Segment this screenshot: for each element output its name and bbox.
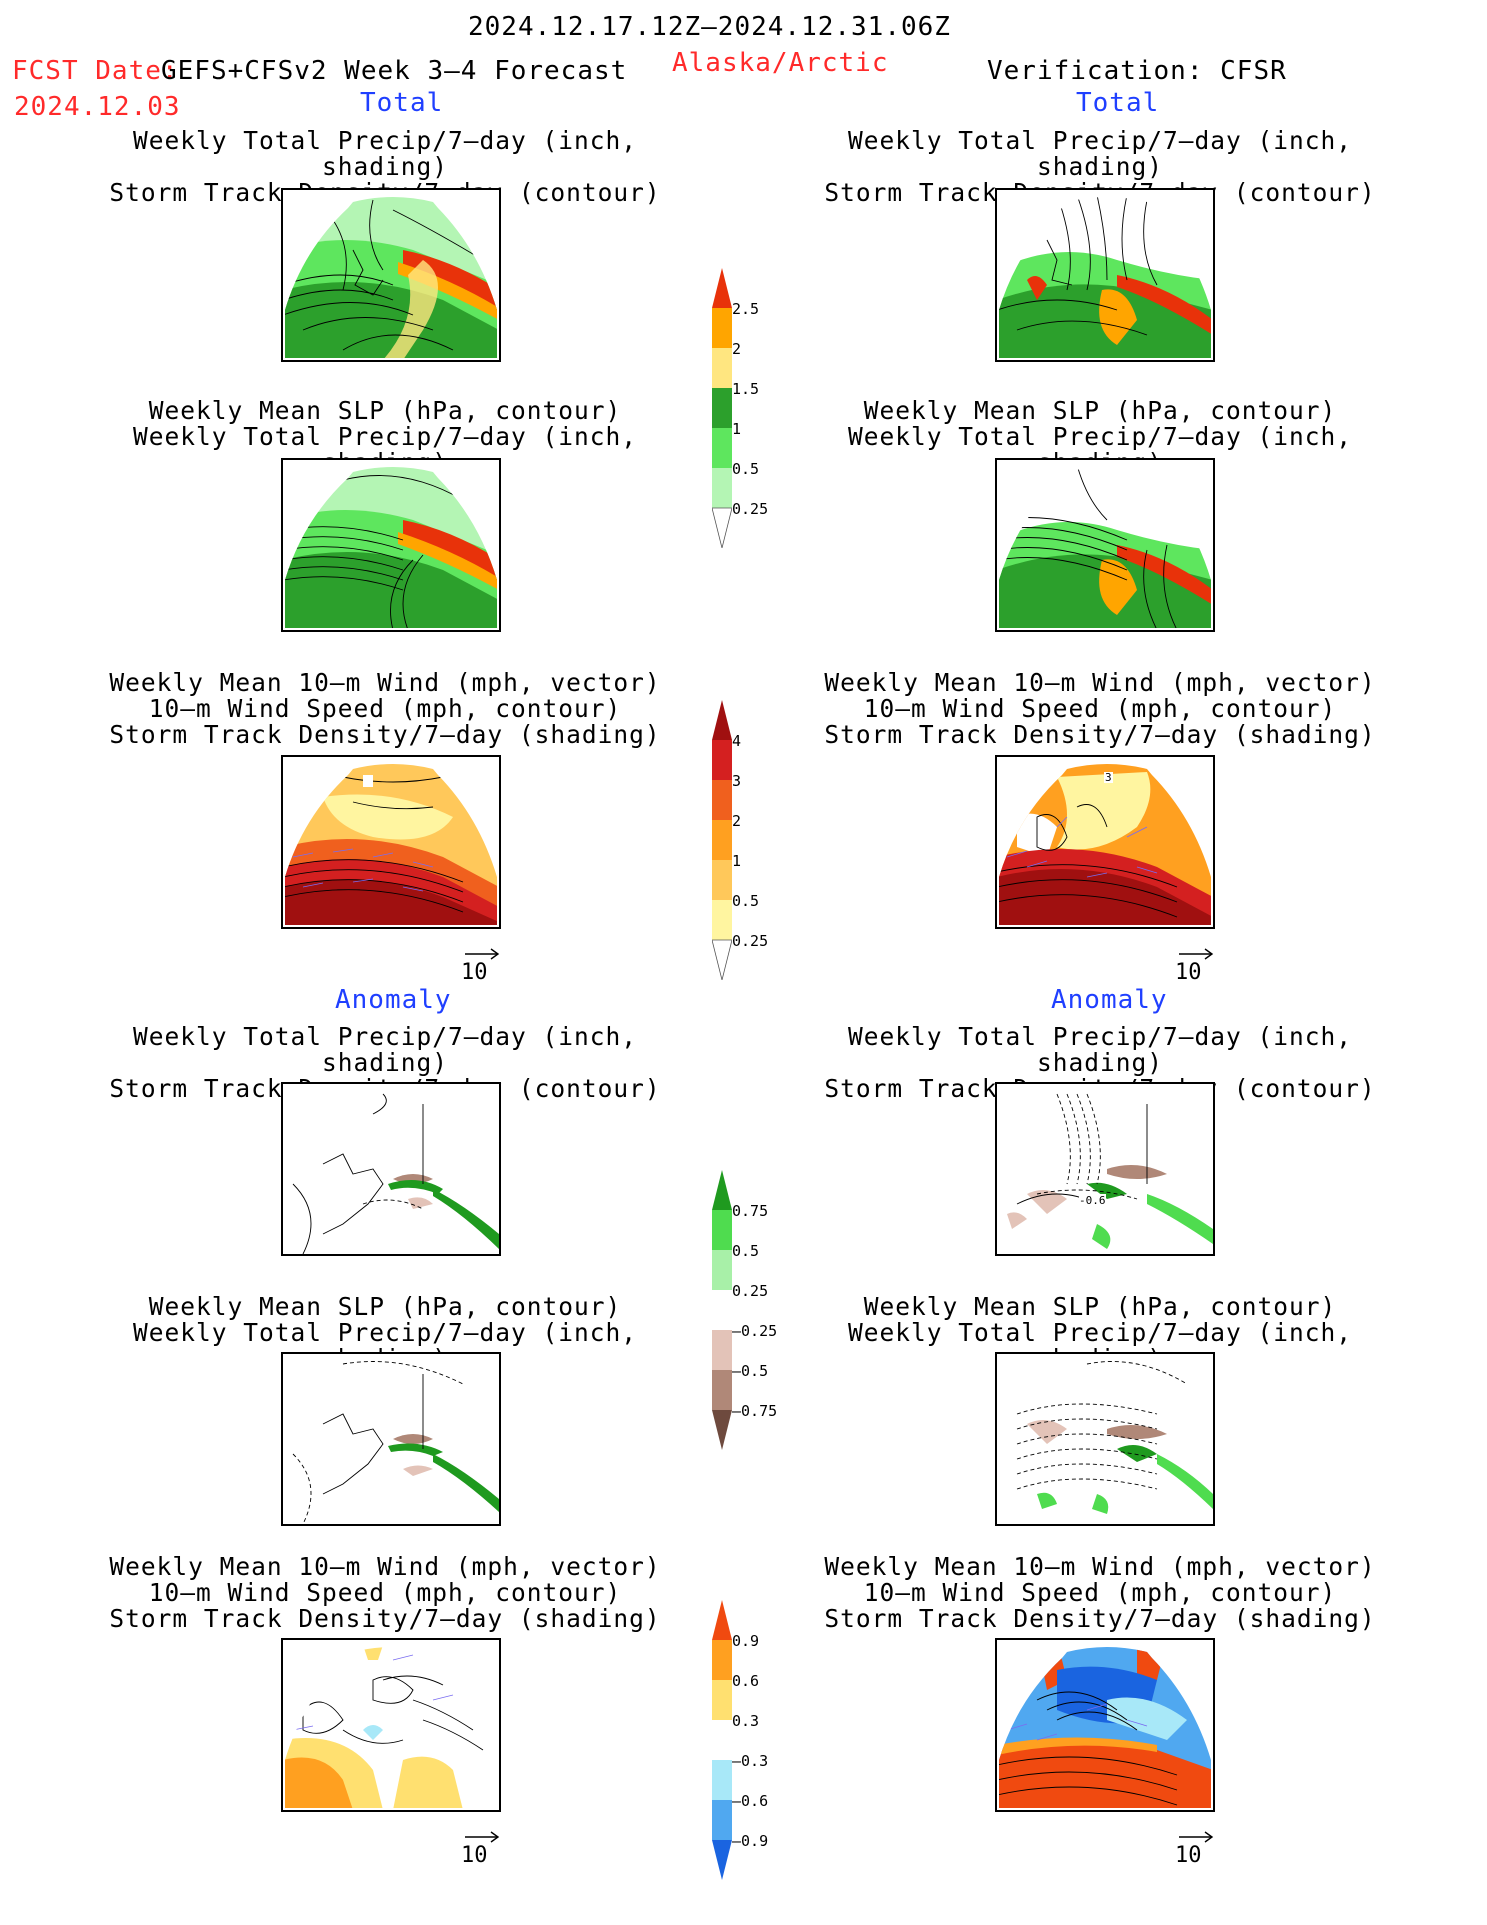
colorbar-precip-anomaly: 0.75 0.5 0.25 —0.25 —0.5 —0.75	[712, 1170, 792, 1450]
arrow-right-icon	[1179, 948, 1214, 960]
vector-reference-fc-total: 10	[461, 948, 501, 985]
region-label: Alaska/Arctic	[672, 48, 889, 78]
map-panel-fc-anom-wind	[281, 1638, 501, 1812]
map-panel-fc-anom-precip-storm	[281, 1082, 501, 1256]
fcst-date-value: 2024.12.03	[14, 92, 181, 122]
map-panel-ob-total-precip-storm	[995, 188, 1215, 362]
map-panel-ob-total-slp-precip	[995, 458, 1215, 632]
title-fc-anom-precip: Weekly Total Precip/7—day (inch, shading…	[109, 1022, 661, 1103]
map-panel-ob-anom-wind	[995, 1638, 1215, 1812]
date-range-title: 2024.12.17.12Z—2024.12.31.06Z	[468, 12, 951, 42]
arrow-right-icon	[465, 1831, 500, 1843]
section-anomaly-verification: Anomaly	[1051, 985, 1168, 1015]
arrow-right-icon	[465, 948, 500, 960]
vector-reference-ob-anom: 10	[1175, 1831, 1215, 1868]
colorbar-storm-total: 4 3 2 1 0.5 0.25	[712, 700, 782, 980]
arrow-right-icon	[1179, 1831, 1214, 1843]
model-label: GEFS+CFSv2 Week 3—4 Forecast	[161, 56, 628, 86]
section-total-verification: Total	[1076, 88, 1160, 118]
contour-label-ob-wind: 3	[1104, 771, 1113, 784]
map-panel-ob-anom-precip-storm: -0.6	[995, 1082, 1215, 1256]
fcst-date-label: FCST Date:	[12, 56, 179, 86]
map-panel-ob-total-wind	[995, 755, 1215, 929]
title-ob-total-precip: Weekly Total Precip/7—day (inch, shading…	[824, 126, 1376, 207]
map-panel-fc-total-wind	[281, 755, 501, 929]
colorbar-wind-anomaly: 0.9 0.6 0.3 —0.3 —0.6 —0.9	[712, 1600, 792, 1880]
title-ob-anom-wind: Weekly Mean 10—m Wind (mph, vector) 10—m…	[824, 1552, 1376, 1633]
title-fc-anom-wind: Weekly Mean 10—m Wind (mph, vector) 10—m…	[109, 1552, 661, 1633]
title-fc-total-precip: Weekly Total Precip/7—day (inch, shading…	[109, 126, 661, 207]
map-panel-fc-anom-slp-precip	[281, 1352, 501, 1526]
section-total-forecast: Total	[360, 88, 444, 118]
vector-reference-fc-anom: 10	[461, 1831, 501, 1868]
verification-label: Verification: CFSR	[987, 56, 1287, 86]
title-ob-total-wind: Weekly Mean 10—m Wind (mph, vector) 10—m…	[824, 668, 1376, 749]
map-panel-ob-anom-slp-precip	[995, 1352, 1215, 1526]
map-panel-fc-total-precip-storm	[281, 188, 501, 362]
vector-reference-ob-total: 10	[1175, 948, 1215, 985]
title-fc-total-wind: Weekly Mean 10—m Wind (mph, vector) 10—m…	[109, 668, 661, 749]
map-panel-fc-total-slp-precip	[281, 458, 501, 632]
colorbar-precip-total: 2.5 2 1.5 1 0.5 0.25	[712, 268, 782, 548]
section-anomaly-forecast: Anomaly	[335, 985, 452, 1015]
